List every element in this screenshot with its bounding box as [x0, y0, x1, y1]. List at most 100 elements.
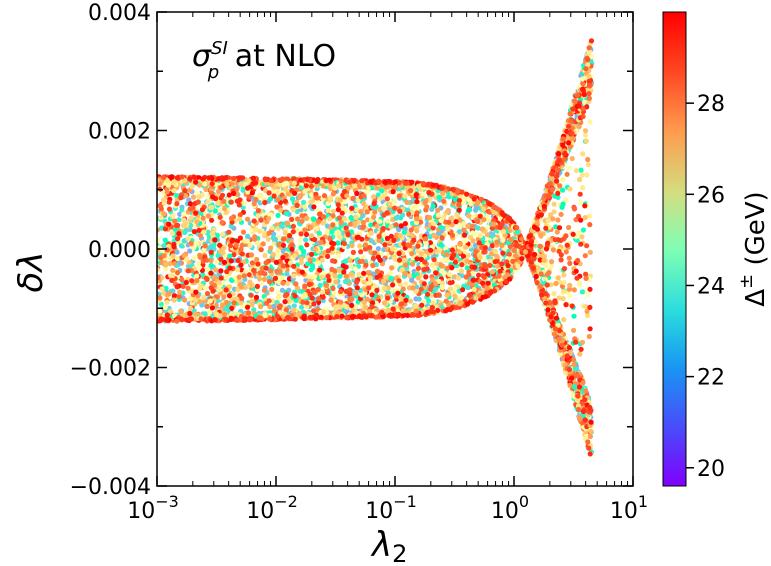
scatter-point [167, 261, 173, 267]
scatter-point [461, 227, 467, 233]
scatter-point [211, 242, 217, 248]
scatter-point [179, 277, 185, 283]
scatter-point [267, 196, 274, 202]
scatter-point [197, 252, 203, 258]
scatter-points [157, 38, 595, 457]
scatter-point [171, 293, 178, 299]
scatter-point [255, 213, 261, 219]
scatter-point [457, 217, 463, 223]
scatter-point [464, 265, 470, 271]
scatter-point [237, 212, 243, 218]
scatter-point [409, 220, 416, 226]
scatter-point [226, 192, 232, 198]
scatter-point [556, 295, 562, 301]
scatter-point [558, 211, 564, 217]
scatter-point [213, 267, 219, 273]
scatter-point [379, 188, 385, 194]
scatter-point [298, 245, 304, 251]
scatter-point [190, 194, 197, 200]
scatter-point [430, 300, 436, 306]
scatter-point [330, 285, 336, 292]
scatter-point [216, 287, 222, 293]
scatter-point [232, 274, 238, 280]
scatter-point [282, 198, 288, 204]
scatter-point [361, 200, 367, 207]
scatter-point [566, 165, 572, 171]
scatter-point [317, 282, 323, 288]
scatter-point [319, 257, 325, 263]
scatter-point [488, 251, 494, 257]
scatter-point [293, 281, 299, 287]
scatter-point [444, 265, 450, 271]
scatter-point [385, 218, 391, 224]
scatter-point [412, 203, 418, 209]
scatter-point [210, 230, 216, 236]
scatter-point [418, 219, 424, 225]
scatter-point [423, 274, 429, 280]
scatter-point [398, 223, 404, 229]
scatter-point [213, 302, 219, 309]
scatter-point [579, 289, 586, 295]
scatter-point [434, 261, 440, 267]
scatter-point [396, 227, 402, 233]
scatter-point [414, 248, 420, 254]
scatter-point [364, 189, 370, 195]
scatter-point [187, 305, 194, 311]
scatter-point [401, 241, 407, 247]
scatter-point [205, 229, 211, 235]
scatter-point [587, 119, 593, 125]
scatter-point [275, 295, 281, 301]
scatter-point [208, 258, 214, 264]
scatter-point [384, 196, 390, 202]
scatter-point [209, 204, 215, 211]
scatter-point [368, 237, 374, 244]
scatter-point [356, 271, 362, 277]
scatter-point [298, 260, 304, 266]
scatter-point [475, 225, 481, 231]
scatter-point [205, 266, 211, 273]
scatter-point [309, 251, 315, 257]
scatter-point [178, 243, 184, 249]
scatter-point [267, 304, 273, 310]
scatter-point [586, 213, 592, 219]
scatter-point [294, 227, 300, 234]
scatter-point [174, 193, 180, 199]
scatter-point [393, 222, 399, 228]
scatter-point [352, 266, 358, 272]
scatter-point [368, 230, 374, 236]
scatter-point [572, 366, 578, 372]
scatter-point [304, 261, 311, 267]
scatter-point [489, 243, 496, 249]
scatter-point [279, 275, 285, 281]
scatter-point [337, 273, 343, 279]
scatter-point [473, 205, 479, 211]
scatter-point [309, 262, 315, 269]
scatter-point [196, 175, 202, 181]
scatter-point [372, 209, 378, 215]
scatter-point [402, 193, 408, 199]
scatter-point [577, 199, 584, 205]
scatter-point [325, 201, 331, 207]
scatter-point [193, 311, 199, 317]
scatter-point [461, 200, 467, 206]
scatter-point [466, 280, 472, 287]
scatter-point [360, 225, 366, 231]
scatter-point [244, 216, 251, 222]
scatter-point [459, 295, 465, 301]
scatter-point [376, 237, 382, 244]
scatter-point [349, 205, 355, 211]
scatter-point [251, 236, 258, 242]
scatter-point [333, 279, 339, 285]
scatter-point [481, 217, 487, 223]
scatter-point [409, 277, 415, 283]
scatter-point [177, 289, 183, 295]
scatter-point [336, 253, 342, 259]
scatter-point [285, 176, 291, 182]
scatter-point [400, 286, 406, 292]
scatter-point [168, 309, 174, 315]
scatter-point [223, 210, 229, 216]
scatter-point [197, 299, 203, 305]
scatter-point [438, 218, 444, 224]
scatter-point [341, 269, 347, 275]
scatter-point [238, 300, 244, 306]
